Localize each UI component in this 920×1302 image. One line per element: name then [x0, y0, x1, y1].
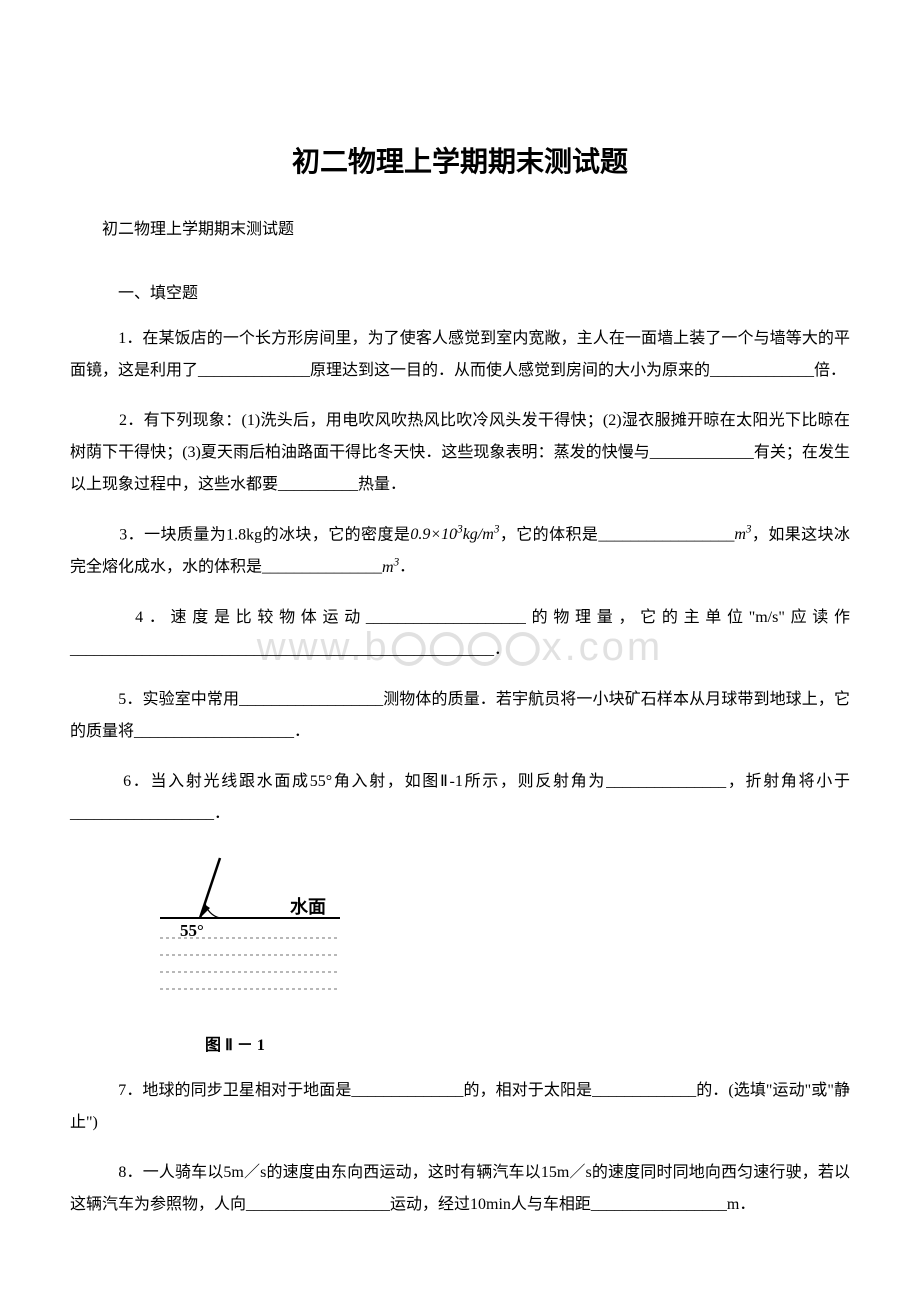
surface-label: 水面 — [290, 896, 326, 917]
question-4: 4．速度是比较物体运动____________________的物理量，它的主单… — [70, 602, 850, 666]
page-title: 初二物理上学期期末测试题 — [70, 140, 850, 180]
question-5: 5．实验室中常用__________________测物体的质量．若宇航员将一小… — [70, 684, 850, 748]
section-heading: 一、填空题 — [70, 279, 850, 303]
figure-2-1: 55° 水面 图 Ⅱ － 1 — [160, 848, 850, 1055]
question-2: 2．有下列现象：(1)洗头后，用电吹风吹热风比吹冷风头发干得快；(2)湿衣服摊开… — [70, 405, 850, 501]
q3-mid: ，它的体积是_________________ — [499, 526, 734, 543]
question-1: 1．在某饭店的一个长方形房间里，为了使客人感觉到室内宽敞，主人在一面墙上装了一个… — [70, 323, 850, 387]
question-7: 7．地球的同步卫星相对于地面是______________的，相对于太阳是___… — [70, 1075, 850, 1139]
question-3: 3．一块质量为1.8kg的冰块，它的密度是0.9×103kg/m3，它的体积是_… — [70, 519, 850, 584]
q3-formula: 0.9×103kg/m3 — [410, 526, 499, 543]
angle-label: 55° — [180, 921, 204, 940]
q3-pre: 3．一块质量为1.8kg的冰块，它的密度是 — [70, 526, 410, 543]
refraction-diagram: 55° 水面 — [160, 848, 380, 1018]
question-8: 8．一人骑车以5m／s的速度由东向西运动，这时有辆汽车以15m／s的速度同时同地… — [70, 1157, 850, 1221]
page-subtitle: 初二物理上学期期末测试题 — [70, 215, 850, 239]
figure-caption: 图 Ⅱ － 1 — [205, 1031, 850, 1055]
page-content: 初二物理上学期期末测试题 初二物理上学期期末测试题 一、填空题 1．在某饭店的一… — [70, 140, 850, 1221]
question-6: 6．当入射光线跟水面成55°角入射，如图Ⅱ-1所示，则反射角为_________… — [70, 766, 850, 830]
